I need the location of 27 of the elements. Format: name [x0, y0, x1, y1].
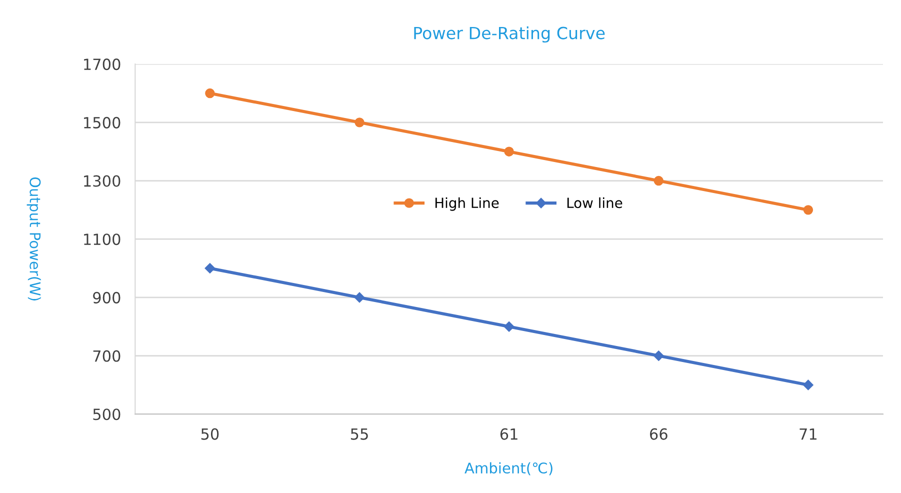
y-tick-label: 1100 — [84, 234, 120, 246]
x-tick-label: 66 — [650, 428, 668, 440]
legend-label: High Line — [435, 197, 499, 211]
point — [654, 350, 664, 361]
y-axis-title: Output Power(W) — [26, 177, 41, 300]
x-tick-label: 55 — [350, 428, 368, 440]
y-tick-label: 1700 — [84, 58, 120, 70]
point — [205, 88, 215, 98]
point — [354, 292, 365, 303]
point — [654, 176, 664, 186]
point — [204, 263, 216, 274]
point — [504, 146, 514, 156]
legend-label: Low line — [567, 197, 622, 208]
x-tick-label: 50 — [201, 428, 219, 440]
x-axis-title: Ambient(℃) — [464, 462, 552, 476]
x-tick-label: 71 — [800, 428, 817, 440]
x-tick-label: 61 — [500, 428, 518, 440]
point — [803, 205, 814, 215]
point — [803, 380, 814, 390]
point — [504, 322, 514, 332]
point — [354, 118, 364, 128]
chart-title: Power De-Rating Curve — [414, 26, 605, 43]
y-tick-label: 1500 — [84, 116, 120, 128]
y-tick-label: 700 — [93, 350, 120, 362]
y-tick-label: 900 — [93, 292, 120, 304]
y-tick-label: 1300 — [84, 175, 120, 187]
y-tick-label: 500 — [93, 408, 120, 420]
